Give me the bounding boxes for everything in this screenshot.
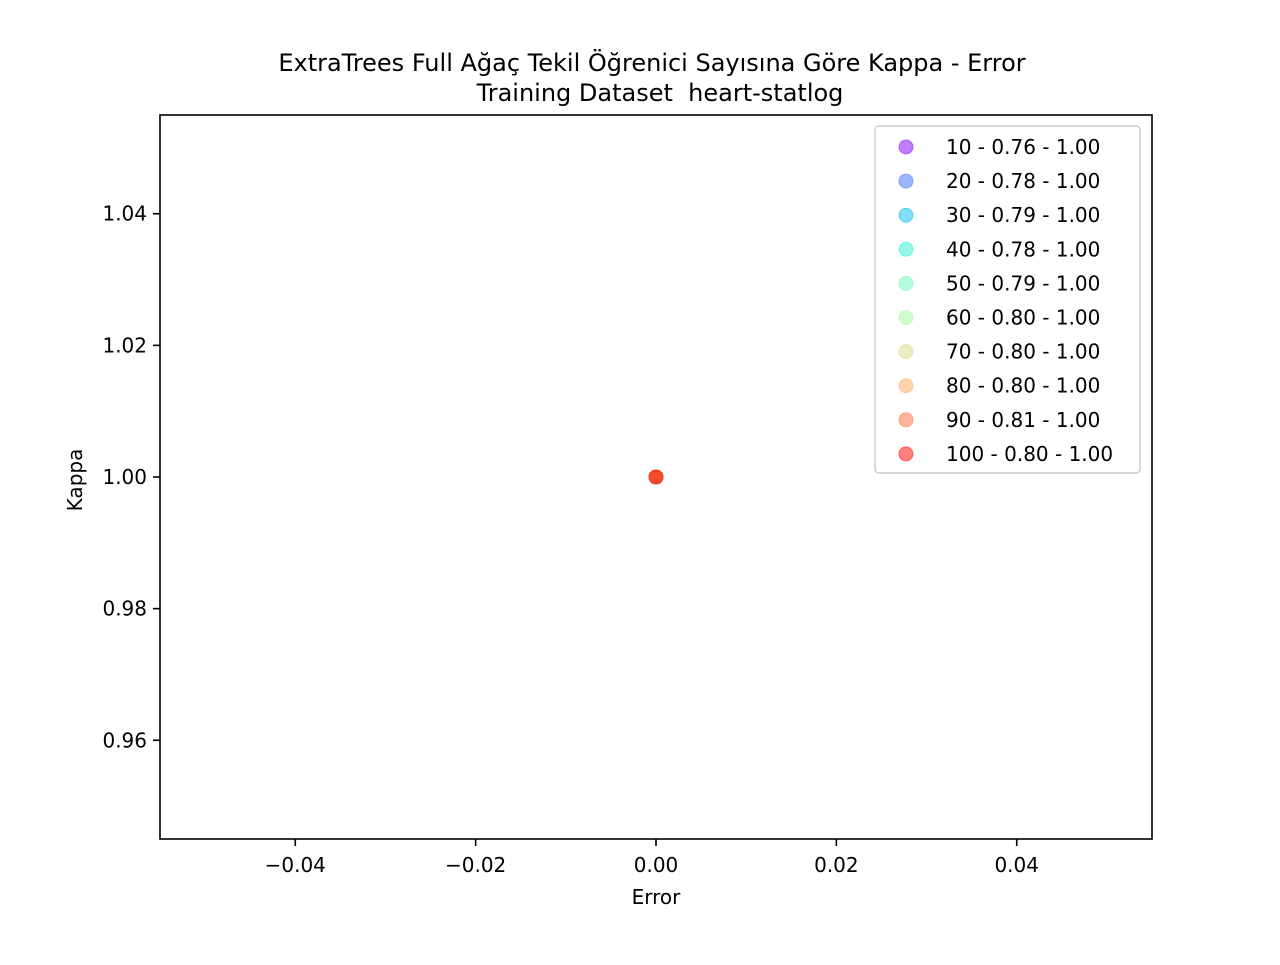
legend-entry-label: 50 - 0.79 - 1.00 <box>946 271 1100 295</box>
legend-marker <box>898 446 914 462</box>
y-tick-label: 1.02 <box>102 333 147 357</box>
legend-entry-label: 20 - 0.78 - 1.00 <box>946 169 1100 193</box>
x-tick-label: 0.04 <box>994 853 1039 877</box>
legend-marker <box>898 275 914 291</box>
y-axis-ticks: 0.96 0.98 1.00 1.02 1.04 <box>102 202 160 752</box>
legend-marker <box>898 173 914 189</box>
y-tick-label: 1.00 <box>102 465 147 489</box>
chart-title: ExtraTrees Full Ağaç Tekil Öğrenici Sayı… <box>278 48 1025 77</box>
legend-entry-label: 30 - 0.79 - 1.00 <box>946 203 1100 227</box>
legend-marker <box>898 310 914 325</box>
legend-marker <box>898 344 914 360</box>
legend-marker <box>898 412 914 428</box>
chart-subtitle: Training Dataset heart-statlog <box>476 79 844 107</box>
x-tick-label: 0.02 <box>814 853 859 877</box>
legend-marker <box>898 139 914 155</box>
x-tick-label: −0.04 <box>265 853 326 877</box>
legend-marker <box>898 378 914 394</box>
plot-area <box>648 469 664 485</box>
legend-entry-label: 100 - 0.80 - 1.00 <box>946 442 1113 466</box>
legend-marker <box>898 241 914 257</box>
legend-marker <box>898 207 914 223</box>
y-axis-label: Kappa <box>63 449 87 512</box>
y-tick-label: 0.98 <box>102 597 147 621</box>
legend-entry-label: 10 - 0.76 - 1.00 <box>946 135 1100 159</box>
legend: 10 - 0.76 - 1.00 20 - 0.78 - 1.00 30 - 0.7… <box>874 125 1141 474</box>
legend-entry-label: 90 - 0.81 - 1.00 <box>946 408 1100 432</box>
legend-entry-label: 80 - 0.80 - 1.00 <box>946 374 1100 398</box>
x-axis-ticks: −0.04 −0.02 0.00 0.02 0.04 <box>265 839 1039 877</box>
x-tick-label: 0.00 <box>634 853 679 877</box>
legend-entry-label: 40 - 0.78 - 1.00 <box>946 237 1100 261</box>
y-tick-label: 1.04 <box>102 202 147 226</box>
x-tick-label: −0.02 <box>445 853 506 877</box>
legend-entry-label: 60 - 0.80 - 1.00 <box>946 306 1100 330</box>
legend-entry-label: 70 - 0.80 - 1.00 <box>946 340 1100 364</box>
y-tick-label: 0.96 <box>102 728 147 752</box>
x-axis-label: Error <box>632 885 682 909</box>
data-point-10 <box>648 469 664 485</box>
legend-frame <box>874 125 1141 474</box>
